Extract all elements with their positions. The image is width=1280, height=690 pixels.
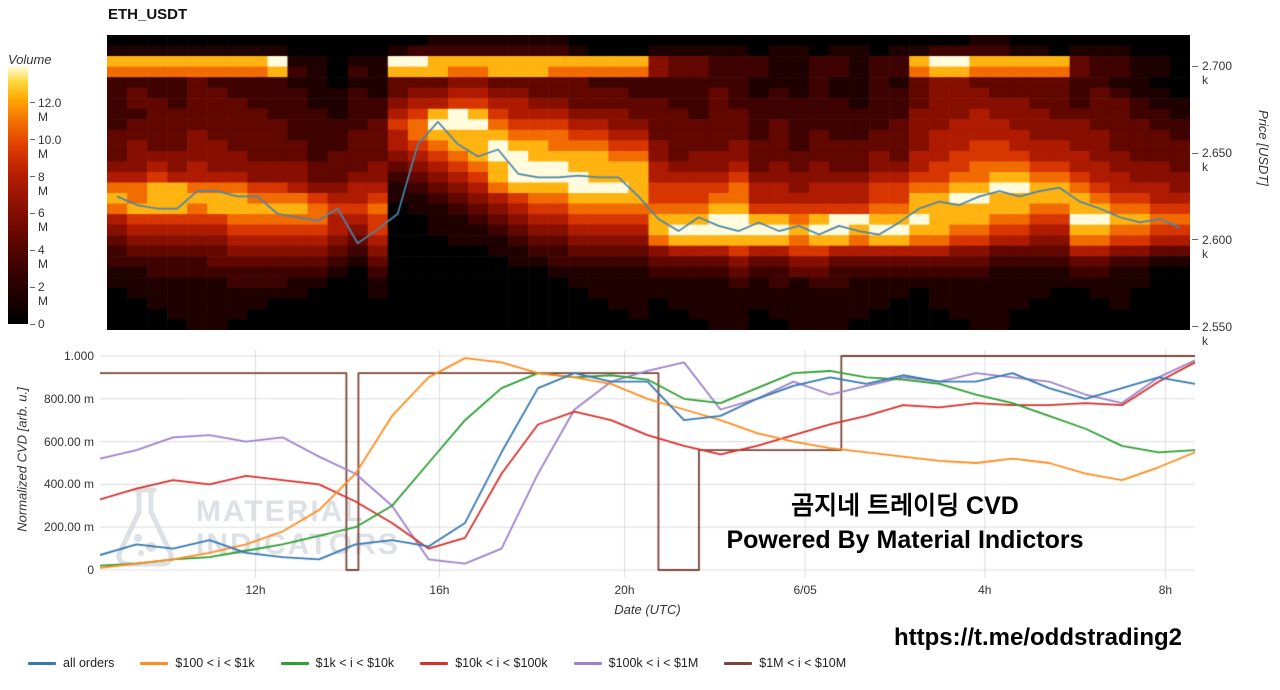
cvd-xtick-label: 6/05: [793, 583, 817, 597]
volume-tick-mark: [30, 102, 35, 104]
volume-colorbar-label: Volume: [8, 52, 52, 67]
telegram-link[interactable]: https://t.me/oddstrading2: [894, 624, 1182, 651]
price-tick-label: 2.550 k: [1202, 319, 1233, 348]
volume-tick-label: 4 M: [38, 243, 48, 272]
volume-tick-label: 2 M: [38, 280, 48, 309]
annotation-line2: Powered By Material Indictors: [726, 525, 1084, 554]
price-tick-label: 2.600 k: [1202, 232, 1233, 261]
cvd-ytick-label: 400.00 m: [43, 477, 94, 492]
legend-item[interactable]: all orders: [28, 656, 114, 670]
legend-label: all orders: [63, 656, 115, 670]
cvd-xtick-label: 8h: [1158, 583, 1173, 597]
chart-annotation: 곰지네 트레이딩 CVD Powered By Material Indicto…: [620, 490, 1190, 558]
cvd-xtick-label: 12h: [245, 583, 266, 597]
cvd-yaxis-label: Normalized CVD [arb. u.]: [14, 387, 30, 532]
price-axis-label: Price [USDT]: [1256, 110, 1271, 186]
volume-tick-mark: [30, 212, 35, 214]
legend-item[interactable]: $100 < i < $1k: [140, 656, 255, 670]
chart-title: ETH_USDT: [108, 6, 188, 23]
price-tick-label: 2.650 k: [1202, 146, 1233, 174]
cvd-ytick-label: 0: [87, 563, 94, 577]
price-tick-mark: [1192, 152, 1198, 154]
legend-swatch: [573, 661, 602, 665]
volume-tick-mark: [30, 323, 35, 325]
legend-label: $100 < i < $1k: [175, 656, 255, 670]
cvd-ytick-label: 800.00 m: [43, 391, 94, 406]
volume-heatmap-chart[interactable]: [107, 35, 1190, 330]
cvd-xtick-label: 4h: [978, 583, 992, 597]
legend-item[interactable]: $1M < i < $10M: [724, 656, 846, 670]
volume-tick-mark: [30, 176, 35, 178]
cvd-xtick-label: 16h: [429, 583, 450, 597]
cvd-xtick-label: 20h: [614, 583, 635, 597]
price-tick-mark: [1192, 239, 1198, 241]
cvd-ytick-label: 1.000: [63, 349, 94, 363]
volume-tick-label: 12.0 M: [38, 95, 62, 124]
volume-tick-label: 0: [38, 317, 45, 331]
volume-tick-mark: [30, 286, 35, 288]
legend-item[interactable]: $100k < i < $1M: [573, 656, 699, 670]
volume-colorbar: [8, 66, 28, 324]
legend-swatch: [280, 661, 309, 665]
legend-swatch: [724, 661, 753, 665]
legend-label: $1M < i < $10M: [759, 656, 847, 670]
legend-swatch: [420, 661, 449, 665]
volume-tick-mark: [30, 139, 35, 141]
legend-item[interactable]: $10k < i < $100k: [420, 656, 548, 670]
price-tick-mark: [1192, 326, 1198, 328]
cvd-ytick-label: 200.00 m: [43, 520, 94, 535]
volume-tick-label: 6 M: [38, 206, 48, 235]
legend-swatch: [28, 661, 56, 665]
legend-item[interactable]: $1k < i < $10k: [280, 656, 395, 670]
cvd-xaxis-label: Date (UTC): [614, 602, 681, 617]
legend-label: $100k < i < $1M: [608, 656, 699, 670]
price-tick-label: 2.700 k: [1202, 59, 1233, 88]
volume-tick-label: 8 M: [38, 169, 48, 198]
cvd-ytick-label: 600.00 m: [43, 434, 94, 449]
volume-tick-mark: [30, 249, 35, 251]
price-tick-mark: [1192, 65, 1198, 67]
cvd-line-chart[interactable]: [100, 350, 1195, 578]
volume-tick-label: 10.0 M: [38, 132, 62, 161]
annotation-line1: 곰지네 트레이딩 CVD: [791, 492, 1019, 520]
chart-legend: all orders $100 < i < $1k $1k < i < $10k $1…: [28, 656, 846, 670]
legend-label: $10k < i < $100k: [455, 656, 548, 670]
legend-label: $1k < i < $10k: [315, 656, 395, 670]
legend-swatch: [140, 661, 169, 665]
